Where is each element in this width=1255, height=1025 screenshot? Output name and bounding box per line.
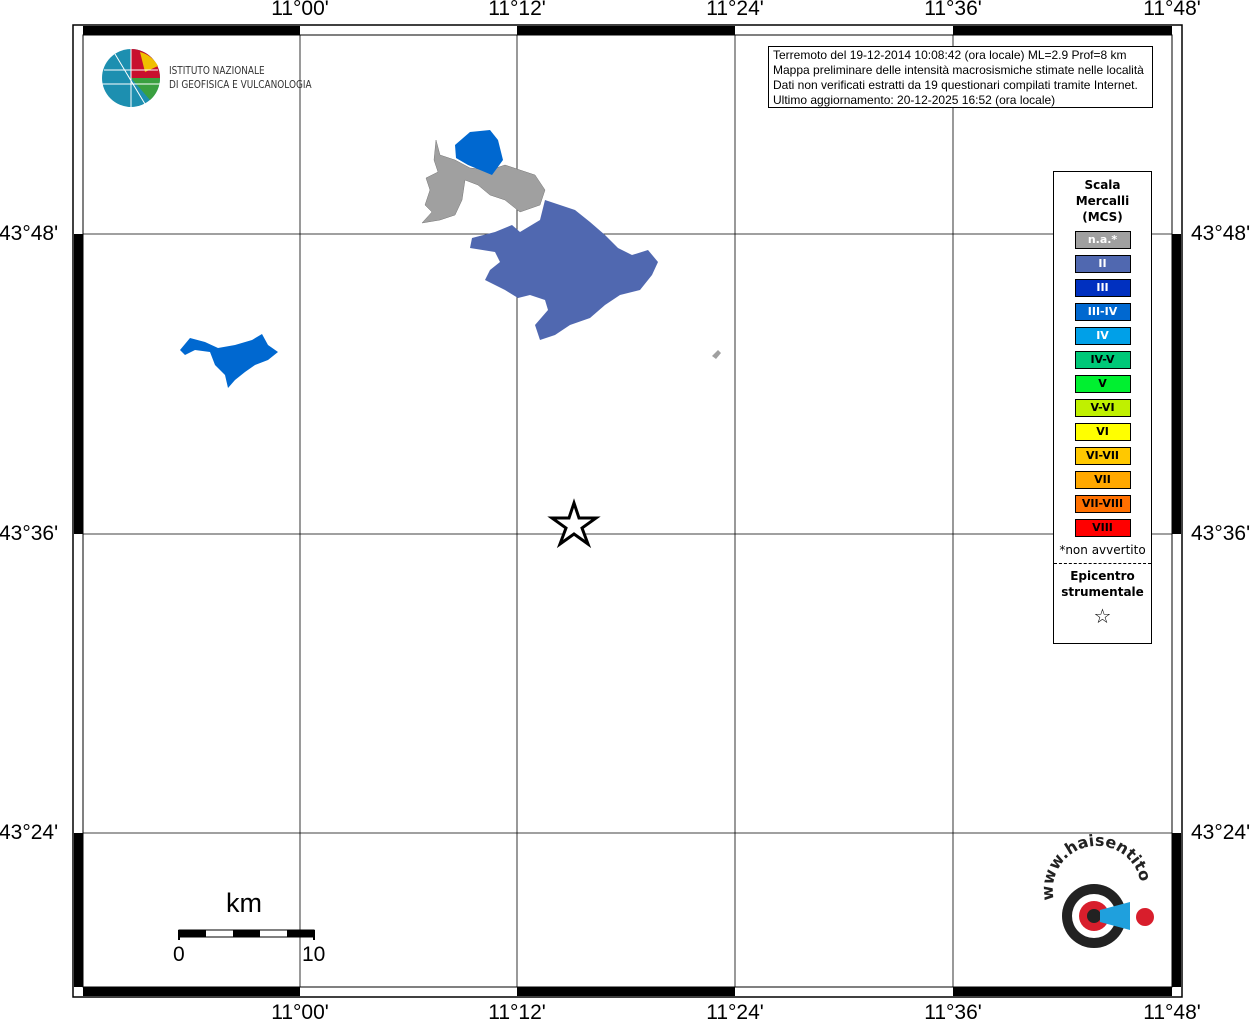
legend-swatch: V-VI bbox=[1074, 399, 1131, 417]
area-iii-iv bbox=[455, 130, 503, 175]
lon-tick-bottom: 11°12' bbox=[488, 1001, 546, 1024]
legend-swatch: VI bbox=[1074, 423, 1131, 441]
lon-tick-top: 11°36' bbox=[924, 0, 982, 20]
scale-max: 10 bbox=[302, 943, 326, 966]
legend-divider bbox=[1054, 563, 1151, 564]
legend-swatch: VI-VII bbox=[1074, 447, 1131, 465]
lat-tick-left: 43°48' bbox=[0, 222, 59, 245]
lon-tick-top: 11°12' bbox=[488, 0, 546, 20]
legend-title-line: (MCS) bbox=[1082, 210, 1123, 224]
info-line: Ultimo aggiornamento: 20-12-2025 16:52 (… bbox=[773, 93, 1056, 107]
epicenter-line: Epicentro bbox=[1070, 569, 1135, 583]
lat-tick-right: 43°36' bbox=[1191, 522, 1251, 545]
info-line: Mappa preliminare delle intensità macros… bbox=[773, 63, 1144, 77]
scale-min: 0 bbox=[173, 943, 185, 966]
lat-tick-left: 43°24' bbox=[0, 821, 59, 844]
lat-tick-right: 43°24' bbox=[1191, 821, 1251, 844]
lat-tick-right: 43°48' bbox=[1191, 222, 1251, 245]
lon-tick-bottom: 11°24' bbox=[706, 1001, 764, 1024]
info-line: Terremoto del 19-12-2014 10:08:42 (ora l… bbox=[773, 48, 1127, 62]
legend-swatch: III bbox=[1074, 279, 1131, 297]
legend-title-line: Mercalli bbox=[1075, 194, 1130, 208]
lon-tick-top: 11°24' bbox=[706, 0, 764, 20]
area-ii bbox=[470, 200, 658, 340]
lat-tick-left: 43°36' bbox=[0, 522, 59, 545]
legend-swatch: n.a.* bbox=[1074, 231, 1131, 249]
epicenter-line: strumentale bbox=[1061, 585, 1144, 599]
legend-swatch: VIII bbox=[1074, 519, 1131, 537]
area-na-small bbox=[712, 350, 721, 359]
logo-line: DI GEOFISICA E VULCANOLOGIA bbox=[169, 79, 312, 91]
ingv-logo-icon bbox=[102, 49, 161, 107]
legend-swatch: VII-VIII bbox=[1074, 495, 1131, 513]
legend-swatch: V bbox=[1074, 375, 1131, 393]
legend-star-icon: ☆ bbox=[1093, 604, 1112, 628]
intensity-areas bbox=[180, 130, 721, 388]
lon-tick-top: 11°48' bbox=[1143, 0, 1201, 20]
legend-swatch: IV-V bbox=[1074, 351, 1131, 369]
lon-tick-bottom: 11°36' bbox=[924, 1001, 982, 1024]
frame-bars bbox=[74, 26, 1181, 996]
lon-tick-bottom: 11°48' bbox=[1143, 1001, 1201, 1024]
event-info-box: Terremoto del 19-12-2014 10:08:42 (ora l… bbox=[768, 46, 1153, 108]
lon-tick-top: 11°00' bbox=[271, 0, 329, 20]
legend-title-line: Scala bbox=[1084, 178, 1121, 192]
lon-tick-bottom: 11°00' bbox=[271, 1001, 329, 1024]
legend-title: Scala Mercalli (MCS) bbox=[1054, 177, 1151, 225]
legend-swatch: VII bbox=[1074, 471, 1131, 489]
scale-bar bbox=[178, 929, 315, 940]
legend-note: *non avvertito bbox=[1059, 543, 1146, 557]
logo-line: ISTITUTO NAZIONALE bbox=[169, 65, 265, 77]
info-line: Dati non verificati estratti da 19 quest… bbox=[773, 78, 1138, 92]
mcs-legend: Scala Mercalli (MCS) n.a.* II III III-IV IV I… bbox=[1053, 171, 1152, 644]
ingv-logo-text: ISTITUTO NAZIONALE DI GEOFISICA E VULCAN… bbox=[169, 64, 312, 92]
legend-swatch: III-IV bbox=[1074, 303, 1131, 321]
scale-unit: km bbox=[226, 888, 262, 918]
epicenter-star-icon bbox=[547, 498, 601, 549]
area-iii-iv-west bbox=[180, 334, 278, 388]
legend-epicenter-label: Epicentro strumentale bbox=[1054, 568, 1151, 600]
legend-swatches: n.a.* II III III-IV IV IV-V V V-VI VI VI-VII VII VI… bbox=[1054, 231, 1151, 537]
legend-swatch: II bbox=[1074, 255, 1131, 273]
legend-swatch: IV bbox=[1074, 327, 1131, 345]
